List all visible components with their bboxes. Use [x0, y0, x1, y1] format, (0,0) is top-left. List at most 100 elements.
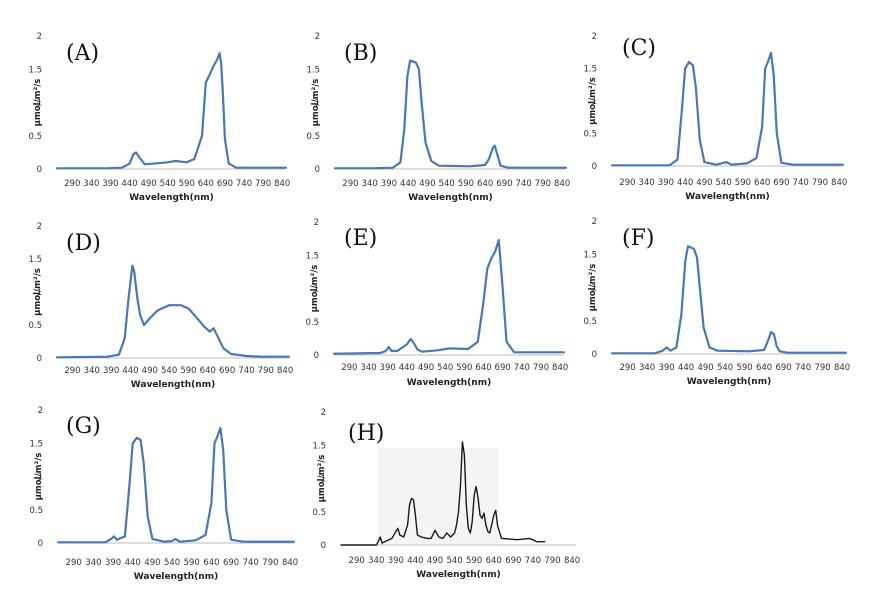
panel-label: (E) [344, 226, 377, 251]
y-tick-label: 1.5 [305, 251, 319, 261]
y-tick-label: 1 [592, 97, 597, 107]
panel-label: (C) [622, 36, 656, 61]
y-tick-label: 0 [314, 351, 319, 361]
x-tick-label: 690 [775, 363, 791, 373]
x-tick-label: 290 [342, 179, 358, 189]
x-tick-label: 790 [544, 556, 560, 566]
x-tick-label: 440 [407, 556, 423, 566]
y-axis-title: μmol/m²/s [33, 79, 43, 127]
y-tick-label: 1 [38, 473, 43, 483]
x-tick-label: 440 [399, 363, 415, 373]
x-tick-label: 790 [535, 179, 551, 189]
y-tick-label: 0 [37, 165, 42, 175]
x-tick-label: 290 [66, 558, 82, 568]
x-tick-label: 490 [427, 556, 443, 566]
x-tick-label: 840 [831, 178, 847, 188]
x-tick-label: 390 [105, 558, 121, 568]
panel-label: (H) [348, 421, 384, 446]
x-tick-label: 790 [533, 363, 549, 373]
y-tick-label: 0.5 [28, 321, 42, 331]
panel-label: (D) [66, 231, 101, 256]
x-tick-label: 390 [658, 363, 674, 373]
y-tick-label: 0.5 [583, 130, 597, 140]
x-tick-label: 840 [554, 179, 570, 189]
y-tick-label: 1 [37, 99, 42, 109]
y-tick-label: 1 [321, 475, 326, 485]
x-tick-label: 790 [262, 558, 278, 568]
x-axis-title: Wavelength(nm) [685, 192, 769, 202]
x-tick-label: 440 [125, 558, 141, 568]
y-tick-label: 0 [37, 354, 42, 364]
x-tick-label: 440 [121, 179, 137, 189]
x-tick-label: 640 [198, 179, 214, 189]
x-axis-title: Wavelength(nm) [134, 572, 218, 582]
x-tick-label: 690 [495, 363, 511, 373]
y-tick-label: 1.5 [306, 65, 320, 75]
x-tick-label: 640 [200, 366, 216, 376]
x-tick-label: 440 [400, 179, 416, 189]
series-line [333, 59, 568, 170]
y-tick-label: 2 [321, 408, 326, 418]
panel-label: (B) [344, 41, 377, 66]
x-tick-label: 790 [258, 366, 274, 376]
y-tick-label: 0.5 [305, 318, 319, 328]
x-tick-label: 740 [514, 363, 530, 373]
x-tick-label: 340 [639, 178, 655, 188]
y-tick-label: 0.5 [306, 132, 320, 142]
y-tick-label: 1.5 [29, 439, 43, 449]
x-tick-label: 840 [282, 558, 298, 568]
x-tick-label: 740 [516, 179, 532, 189]
x-tick-label: 490 [140, 179, 156, 189]
x-tick-label: 340 [83, 179, 99, 189]
x-tick-label: 740 [243, 558, 259, 568]
x-axis-title: Wavelength(nm) [407, 378, 491, 388]
x-tick-label: 540 [439, 179, 455, 189]
x-tick-label: 290 [619, 363, 635, 373]
x-tick-label: 640 [486, 556, 502, 566]
x-tick-label: 840 [834, 363, 850, 373]
x-tick-label: 490 [142, 366, 158, 376]
x-tick-label: 490 [696, 178, 712, 188]
x-tick-label: 590 [456, 363, 472, 373]
y-tick-label: 1.5 [583, 65, 597, 75]
x-tick-label: 840 [277, 366, 293, 376]
y-axis-title: μmol/m²/s [588, 77, 598, 125]
y-axis-title: μmol/m²/s [34, 453, 44, 501]
x-tick-label: 390 [658, 178, 674, 188]
x-tick-label: 440 [122, 366, 138, 376]
y-tick-label: 1.5 [583, 250, 597, 260]
x-tick-label: 340 [85, 558, 101, 568]
series-line [610, 51, 845, 167]
x-tick-label: 390 [388, 556, 404, 566]
x-tick-label: 340 [362, 179, 378, 189]
x-tick-label: 390 [102, 179, 118, 189]
y-tick-label: 0 [38, 539, 43, 549]
y-tick-label: 1 [592, 284, 597, 294]
x-tick-label: 690 [219, 366, 235, 376]
x-tick-label: 390 [381, 179, 397, 189]
x-tick-label: 440 [677, 178, 693, 188]
x-tick-label: 590 [735, 178, 751, 188]
x-tick-label: 690 [496, 179, 512, 189]
x-tick-label: 290 [619, 178, 635, 188]
x-tick-label: 540 [716, 178, 732, 188]
y-tick-label: 2 [37, 222, 42, 232]
x-tick-label: 340 [84, 366, 100, 376]
x-tick-label: 740 [795, 363, 811, 373]
x-tick-label: 290 [349, 556, 365, 566]
y-tick-label: 2 [315, 32, 320, 42]
x-tick-label: 690 [223, 558, 239, 568]
y-tick-label: 2 [592, 217, 597, 227]
y-tick-label: 0.5 [28, 132, 42, 142]
x-tick-label: 540 [437, 363, 453, 373]
y-tick-label: 0.5 [312, 508, 326, 518]
panel-label: (G) [66, 414, 101, 439]
x-axis-title: Wavelength(nm) [416, 570, 500, 580]
y-tick-label: 0 [592, 350, 597, 360]
